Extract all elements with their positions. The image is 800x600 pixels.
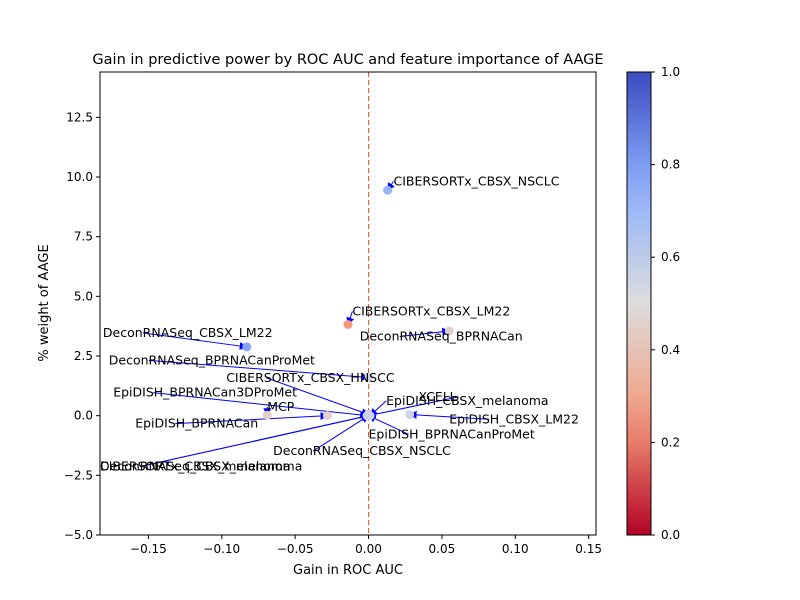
- annotation-arrow: [153, 392, 369, 419]
- data-point: [343, 320, 353, 330]
- annotation-arrow: [139, 413, 370, 468]
- y-tick-label: −5.0: [64, 528, 93, 542]
- annotation-arrow: [175, 412, 329, 425]
- point-label: MCP: [267, 399, 295, 414]
- y-tick-label: 12.5: [66, 110, 93, 124]
- y-axis-label: % weight of AAGE: [37, 244, 52, 361]
- point-label: EpiDISH_BPRNACan: [135, 416, 258, 431]
- point-label: XCELL: [418, 389, 456, 404]
- point-label: CIBERSORTx_CBSX_NSCLC: [393, 173, 559, 188]
- y-tick-label: 7.5: [74, 230, 93, 244]
- data-point: [242, 342, 252, 352]
- data-points: [242, 185, 454, 421]
- data-point: [383, 185, 393, 195]
- point-label: DeconRNASeq_CBSX_melanoma: [100, 459, 302, 474]
- x-tick-label: 0.05: [429, 542, 456, 556]
- point-label: EpiDISH_CBSX_LM22: [449, 411, 579, 426]
- annotation-arrow: [266, 377, 370, 416]
- point-label: EpiDISH_CBSX_melanoma: [386, 393, 548, 408]
- y-tick-label: 0.0: [74, 409, 93, 423]
- colorbar-tick-label: 0.6: [661, 250, 680, 264]
- x-axis: −0.15 −0.10 −0.05 0.00 0.05 0.10 0.15: [130, 535, 602, 556]
- y-tick-label: 2.5: [74, 349, 93, 363]
- x-tick-label: −0.10: [203, 542, 240, 556]
- annotation-arrow: [399, 327, 451, 337]
- data-point: [364, 411, 374, 421]
- point-label: CIBERSORTx_CBSX_HNSCC: [226, 370, 395, 385]
- y-tick-label: 5.0: [74, 289, 93, 303]
- plot-area: CIBERSORTx_CBSX_NSCLC CIBERSORTx_CBSX_LM2…: [99, 71, 597, 536]
- x-tick-label: 0.10: [502, 542, 529, 556]
- point-label: EpiDISH_BPRNACanProMet: [369, 426, 535, 441]
- x-tick-label: 0.15: [575, 542, 602, 556]
- point-labels: CIBERSORTx_CBSX_NSCLC CIBERSORTx_CBSX_LM2…: [100, 173, 579, 473]
- chart-title: Gain in predictive power by ROC AUC and …: [92, 52, 603, 68]
- x-tick-label: 0.00: [355, 542, 382, 556]
- colorbar: 0.0 0.2 0.4 0.6 0.8 1.0: [626, 65, 680, 542]
- data-point: [405, 409, 415, 419]
- data-point: [322, 411, 332, 421]
- annotation-arrow: [312, 415, 370, 452]
- colorbar-gradient: [626, 71, 652, 536]
- colorbar-ticks: 0.0 0.2 0.4 0.6 0.8 1.0: [651, 65, 680, 542]
- point-label: DeconRNASeq_CBSX_NSCLC: [273, 443, 451, 458]
- point-label: CIBERSORTx_CBSX_melanoma: [100, 459, 291, 474]
- point-label: EpiDISH_BPRNACan3DProMet: [113, 385, 297, 400]
- annotation-arrows: [139, 181, 490, 468]
- data-point: [444, 326, 454, 336]
- data-point: [364, 372, 374, 382]
- point-label: CIBERSORTx_CBSX_LM22: [352, 303, 510, 318]
- annotation-arrow: [367, 415, 409, 435]
- annotation-arrow: [142, 332, 248, 350]
- point-label: DeconRNASeq_BPRNACanProMet: [109, 352, 315, 367]
- x-tick-label: −0.15: [130, 542, 167, 556]
- colorbar-tick-label: 0.0: [661, 528, 680, 542]
- colorbar-tick-label: 0.2: [661, 435, 680, 449]
- colorbar-tick-label: 1.0: [661, 65, 680, 79]
- x-axis-label: Gain in ROC AUC: [293, 563, 403, 578]
- data-point: [262, 410, 272, 420]
- annotation-arrow: [408, 410, 490, 420]
- y-axis: −5.0 −2.5 0.0 2.5 5.0 7.5 10.0 12.5: [64, 110, 100, 542]
- colorbar-tick-label: 0.8: [661, 158, 680, 172]
- annotation-arrow: [367, 396, 459, 419]
- plot-frame: [99, 71, 597, 536]
- annotation-arrow: [148, 359, 370, 381]
- point-label: DeconRNASeq_CBSX_LM22: [103, 325, 273, 340]
- y-tick-label: 10.0: [66, 170, 93, 184]
- point-label: DeconRNASeq_BPRNACan: [360, 328, 523, 343]
- colorbar-tick-label: 0.4: [661, 343, 680, 357]
- x-tick-label: −0.05: [277, 542, 314, 556]
- y-tick-label: −2.5: [64, 468, 93, 482]
